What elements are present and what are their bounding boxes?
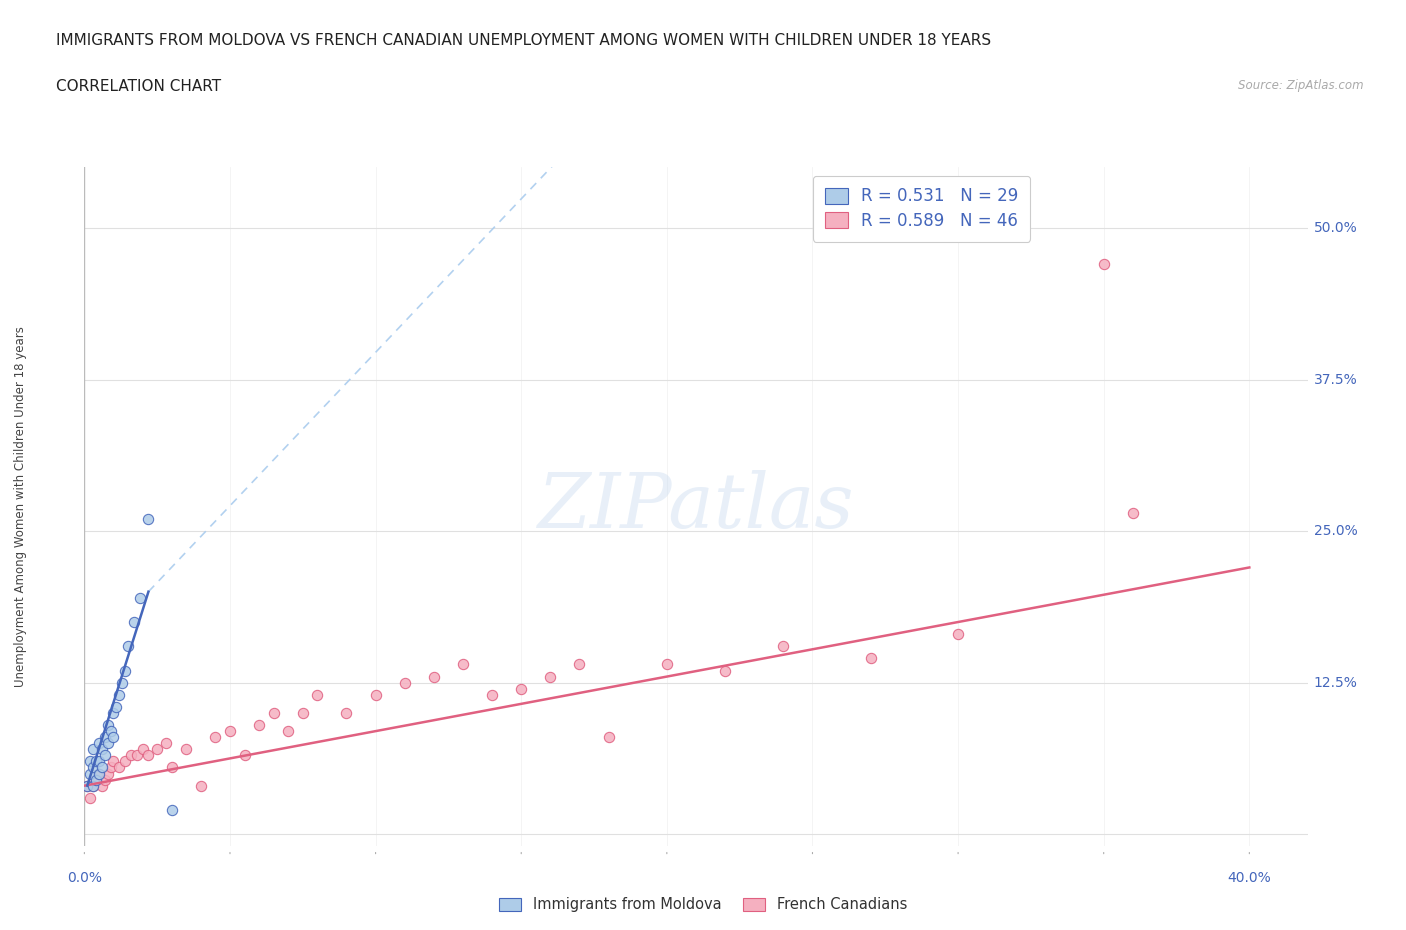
Point xyxy=(263,706,285,721)
Point xyxy=(79,790,101,805)
Point xyxy=(655,657,678,671)
Text: 12.5%: 12.5% xyxy=(1313,675,1358,690)
Point xyxy=(481,687,503,702)
Point xyxy=(79,754,101,769)
Point xyxy=(87,736,110,751)
Point xyxy=(510,682,533,697)
Text: 40.0%: 40.0% xyxy=(1227,871,1271,885)
Point xyxy=(1092,257,1115,272)
Point xyxy=(277,724,299,738)
Point xyxy=(90,778,112,793)
Point xyxy=(335,706,357,721)
Point xyxy=(87,766,110,781)
Point xyxy=(114,754,136,769)
Point xyxy=(451,657,474,671)
Point xyxy=(117,639,139,654)
Point xyxy=(97,718,120,733)
Legend: R = 0.531   N = 29, R = 0.589   N = 46: R = 0.531 N = 29, R = 0.589 N = 46 xyxy=(813,176,1031,242)
Point xyxy=(233,748,256,763)
Point xyxy=(82,778,104,793)
Point xyxy=(93,730,115,745)
Point xyxy=(291,706,314,721)
Point xyxy=(423,670,446,684)
Point xyxy=(859,651,882,666)
Point xyxy=(76,778,98,793)
Point xyxy=(90,760,112,775)
Point xyxy=(93,772,115,787)
Text: 37.5%: 37.5% xyxy=(1313,373,1357,387)
Point xyxy=(138,512,160,526)
Point xyxy=(128,591,150,605)
Point xyxy=(100,724,122,738)
Point xyxy=(772,639,794,654)
Point xyxy=(84,754,107,769)
Point xyxy=(90,742,112,757)
Text: 50.0%: 50.0% xyxy=(1313,221,1357,235)
Point xyxy=(160,803,183,817)
Point xyxy=(598,730,620,745)
Point xyxy=(103,754,125,769)
Point xyxy=(568,657,591,671)
Text: Unemployment Among Women with Children Under 18 years: Unemployment Among Women with Children U… xyxy=(14,326,27,687)
Point xyxy=(97,766,120,781)
Point xyxy=(84,772,107,787)
Legend: Immigrants from Moldova, French Canadians: Immigrants from Moldova, French Canadian… xyxy=(494,891,912,918)
Point xyxy=(174,742,197,757)
Point xyxy=(122,615,145,630)
Text: IMMIGRANTS FROM MOLDOVA VS FRENCH CANADIAN UNEMPLOYMENT AMONG WOMEN WITH CHILDRE: IMMIGRANTS FROM MOLDOVA VS FRENCH CANADI… xyxy=(56,33,991,47)
Point xyxy=(87,754,110,769)
Point xyxy=(87,766,110,781)
Point xyxy=(111,675,134,690)
Point xyxy=(1122,506,1144,521)
Point xyxy=(125,748,148,763)
Point xyxy=(394,675,416,690)
Point xyxy=(538,670,561,684)
Point xyxy=(93,748,115,763)
Point xyxy=(120,748,142,763)
Text: Source: ZipAtlas.com: Source: ZipAtlas.com xyxy=(1239,79,1364,92)
Point xyxy=(108,760,131,775)
Point xyxy=(204,730,226,745)
Text: 25.0%: 25.0% xyxy=(1313,525,1357,538)
Point xyxy=(103,730,125,745)
Point xyxy=(219,724,242,738)
Point xyxy=(97,736,120,751)
Point xyxy=(131,742,153,757)
Point xyxy=(247,718,270,733)
Point xyxy=(138,748,160,763)
Point xyxy=(307,687,329,702)
Point xyxy=(76,778,98,793)
Point xyxy=(82,760,104,775)
Point xyxy=(146,742,169,757)
Point xyxy=(364,687,387,702)
Point xyxy=(100,760,122,775)
Point xyxy=(714,663,737,678)
Point xyxy=(160,760,183,775)
Point xyxy=(103,706,125,721)
Point xyxy=(190,778,212,793)
Point xyxy=(105,699,128,714)
Text: CORRELATION CHART: CORRELATION CHART xyxy=(56,79,221,94)
Point xyxy=(114,663,136,678)
Point xyxy=(82,742,104,757)
Point xyxy=(82,778,104,793)
Point xyxy=(84,772,107,787)
Point xyxy=(108,687,131,702)
Text: 0.0%: 0.0% xyxy=(67,871,101,885)
Text: ZIPatlas: ZIPatlas xyxy=(537,470,855,544)
Point xyxy=(79,766,101,781)
Point xyxy=(946,627,969,642)
Point xyxy=(155,736,177,751)
